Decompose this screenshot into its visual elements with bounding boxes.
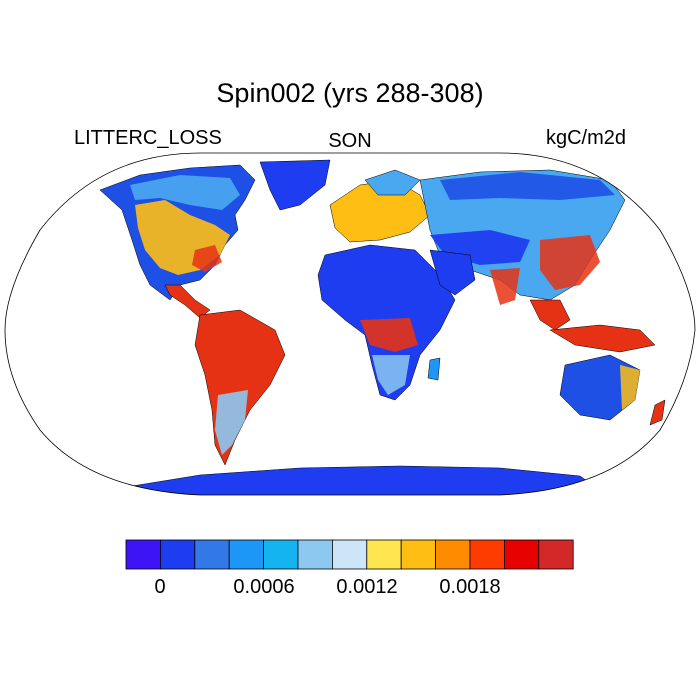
colorbar-box xyxy=(400,539,437,570)
colorbar-box xyxy=(538,539,574,570)
north-america-boreal xyxy=(130,175,240,210)
colorbar-box xyxy=(263,539,299,570)
australia xyxy=(559,354,641,421)
indonesia xyxy=(549,324,656,353)
arabia xyxy=(429,249,476,296)
new-zealand xyxy=(649,399,666,426)
colorbar-box xyxy=(194,539,230,570)
colorbar-box xyxy=(503,539,540,570)
variable-label: LITTERC_LOSS xyxy=(74,127,222,149)
globe-outline xyxy=(4,152,696,496)
south-america-south xyxy=(215,390,248,455)
tick-label: 0.0006 xyxy=(233,576,295,598)
scandinavia xyxy=(364,169,421,196)
madagascar xyxy=(427,357,441,381)
colorbar-box xyxy=(297,539,333,570)
colorbar-box xyxy=(331,539,368,570)
colorbar-box xyxy=(469,539,505,570)
southeast-us xyxy=(192,245,222,272)
australia-east xyxy=(620,365,640,410)
colorbar-box xyxy=(366,539,402,570)
central-africa xyxy=(360,318,418,352)
tick-label: 0.0018 xyxy=(439,576,501,598)
east-asia xyxy=(540,235,600,290)
season-label: SON xyxy=(328,130,372,152)
southern-africa xyxy=(372,355,410,395)
colorbar-box xyxy=(159,539,196,570)
colorbar-boxes xyxy=(125,539,574,570)
tick-label: 0 xyxy=(154,576,166,598)
antarctica xyxy=(119,465,601,495)
siberia xyxy=(440,172,615,200)
tick-label: 0.0012 xyxy=(336,576,398,598)
central-america xyxy=(164,284,211,319)
map-title: Spin002 (yrs 288-308) xyxy=(216,78,484,108)
southeast-asia xyxy=(529,299,571,331)
colorbar-box xyxy=(228,539,264,570)
greenland xyxy=(259,159,331,211)
south-asia xyxy=(490,268,520,305)
colorbar-box xyxy=(125,539,161,570)
colorbar-box xyxy=(435,539,471,570)
units-label: kgC/m2d xyxy=(545,127,626,149)
